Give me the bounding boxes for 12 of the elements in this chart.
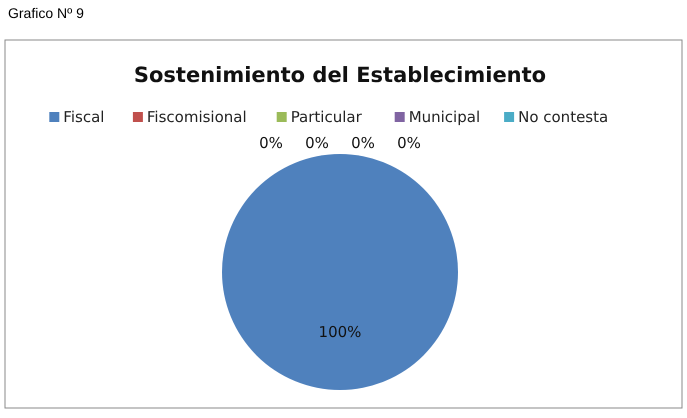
data-label: 100% — [318, 322, 362, 341]
legend-label: Municipal — [408, 108, 480, 126]
text: 0% — [397, 134, 421, 152]
text: 0% — [259, 134, 283, 152]
legend-label: Fiscomisional — [146, 108, 247, 126]
text: Grafico Nº 9 — [8, 5, 84, 21]
legend-label: Particular — [290, 108, 363, 126]
legend-label: No contesta — [518, 108, 608, 126]
text: 0% — [305, 134, 329, 152]
chart-title: Sostenimiento del Establecimiento — [134, 63, 546, 87]
text: 0% — [351, 134, 375, 152]
legend-label: Fiscal — [63, 108, 104, 126]
